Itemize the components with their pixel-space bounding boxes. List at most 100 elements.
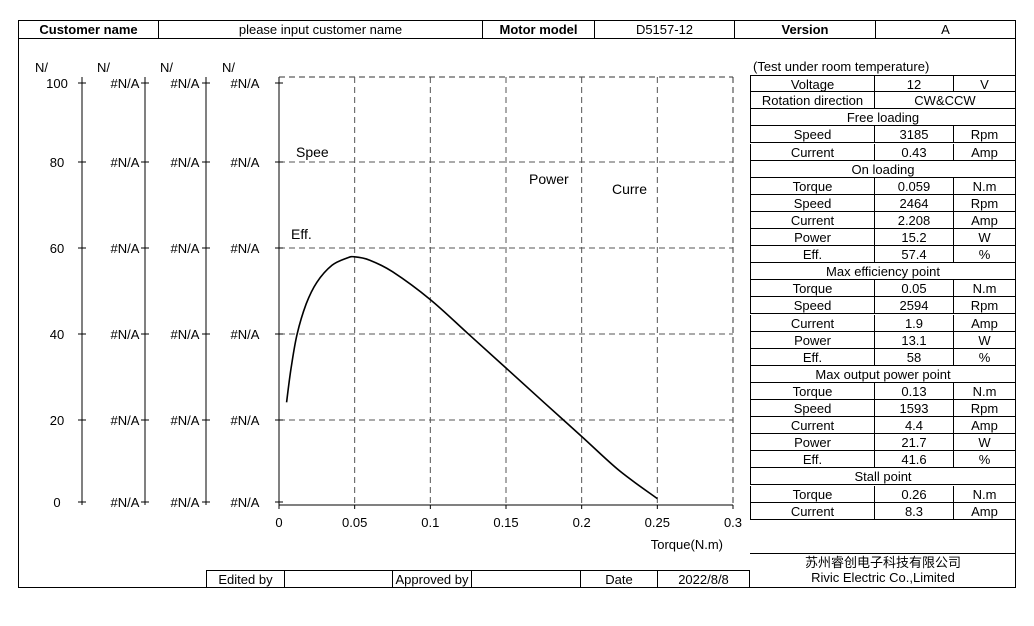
spec-cell-label: Power <box>750 331 874 349</box>
y-tick-label: #N/A <box>231 155 260 170</box>
y-tick-label: #N/A <box>231 241 260 256</box>
y-tick-label: #N/A <box>171 327 200 342</box>
spec-row: Current 2.208 Amp <box>750 211 1016 229</box>
spec-cell-value: 57.4 <box>874 246 953 264</box>
y-tick-label: #N/A <box>171 76 200 91</box>
spec-row: Current 0.43 Amp <box>750 143 1016 161</box>
spec-cell-label: Torque <box>750 280 874 298</box>
rotation-value: CW&CCW <box>874 92 1016 110</box>
spec-cell-label: Eff. <box>750 348 874 366</box>
y-tick-label: #N/A <box>111 155 140 170</box>
customer-name-field[interactable]: please input customer name <box>159 21 483 39</box>
spec-cell-unit: Rpm <box>953 194 1016 212</box>
y-tick-label: #N/A <box>111 241 140 256</box>
spec-section-title: Free loading <box>750 109 1016 127</box>
date-label: Date <box>580 570 657 587</box>
series-line-efficiency <box>285 255 658 500</box>
spec-row: Torque 0.05 N.m <box>750 280 1016 298</box>
spec-cell-label: Speed <box>750 126 874 144</box>
spec-row: Speed 2464 Rpm <box>750 194 1016 212</box>
spec-cell-label: Torque <box>750 177 874 195</box>
spec-cell-unit: Amp <box>953 502 1016 520</box>
spec-cell-label: Eff. <box>750 246 874 264</box>
spec-section-title: Max output power point <box>750 365 1016 383</box>
curve-label-speed: Spee <box>296 144 329 160</box>
spec-cell-value: 2.208 <box>874 211 953 229</box>
approved-by-field[interactable] <box>471 570 580 587</box>
spec-cell-unit: % <box>953 246 1016 264</box>
spec-cell-label: Speed <box>750 297 874 315</box>
spec-cell-value: 0.05 <box>874 280 953 298</box>
y-tick-label: 20 <box>50 413 64 428</box>
y-tick-label: 0 <box>53 495 60 510</box>
spec-cell-value: 0.43 <box>874 143 953 161</box>
spec-cell-label: Current <box>750 143 874 161</box>
y-tick-label: #N/A <box>111 327 140 342</box>
spec-row: Power 13.1 W <box>750 331 1016 349</box>
spec-cell-value: 0.059 <box>874 177 953 195</box>
spec-cell-unit: Amp <box>953 417 1016 435</box>
section-title: On loading <box>750 160 1016 178</box>
y-axis-header: N/ <box>35 60 48 75</box>
spec-row: Eff. 41.6% <box>750 451 1016 469</box>
spec-cell-value: 0.26 <box>874 485 953 503</box>
spec-row: Torque 0.13 N.m <box>750 382 1016 400</box>
section-title: Free loading <box>750 109 1016 127</box>
spec-cell-unit: Rpm <box>953 297 1016 315</box>
spec-cell-unit: Amp <box>953 314 1016 332</box>
spec-cell-value: 21.7 <box>874 434 953 452</box>
company-name-cn: 苏州睿创电子科技有限公司 <box>804 555 961 570</box>
spec-cell-label: Power <box>750 434 874 452</box>
spec-section-title: Max efficiency point <box>750 263 1016 281</box>
date-value: 2022/8/8 <box>657 570 750 587</box>
spec-section-title: On loading <box>750 160 1016 178</box>
y-tick-label: #N/A <box>231 413 260 428</box>
version-value: A <box>876 21 1016 39</box>
spec-row: Power 15.2 W <box>750 229 1016 246</box>
spec-cell-unit: Rpm <box>953 126 1016 144</box>
company-divider <box>750 553 1016 554</box>
motor-model-value: D5157-12 <box>595 21 735 39</box>
spec-row-voltage: Voltage 12 V <box>750 75 1016 93</box>
spec-note-text: (Test under room temperature) <box>753 59 930 74</box>
spec-cell-label: Speed <box>750 400 874 417</box>
spec-cell-unit: % <box>953 348 1016 366</box>
y-axis-header: N/ <box>222 60 235 75</box>
voltage-label: Voltage <box>750 75 874 93</box>
version-label: Version <box>735 21 876 39</box>
y-tick-label: #N/A <box>111 495 140 510</box>
spec-row: Power 21.7 W <box>750 434 1016 452</box>
curve-label-power: Power <box>529 171 569 187</box>
x-tick-label: 0.25 <box>645 515 670 530</box>
approved-by-label: Approved by <box>392 570 471 587</box>
spec-row: Eff. 58% <box>750 348 1016 366</box>
spec-row: Current 4.4 Amp <box>750 417 1016 435</box>
spec-cell-unit: Rpm <box>953 400 1016 417</box>
x-tick-label: 0.1 <box>421 515 439 530</box>
spec-row: Torque 0.26 N.m <box>750 485 1016 503</box>
performance-chart: N/100806040200N/#N/A#N/A#N/A#N/A#N/A#N/A… <box>35 60 742 552</box>
x-axis-label: Torque(N.m) <box>651 537 723 552</box>
x-tick-label: 0.2 <box>573 515 591 530</box>
y-tick-label: 40 <box>50 327 64 342</box>
customer-name-label: Customer name <box>18 21 159 39</box>
spec-cell-value: 2594 <box>874 297 953 315</box>
edited-by-field[interactable] <box>284 570 392 587</box>
spec-row: Speed 1593 Rpm <box>750 400 1016 417</box>
voltage-unit: V <box>953 75 1016 93</box>
x-tick-label: 0.05 <box>342 515 367 530</box>
spec-row: Current 8.3 Amp <box>750 502 1016 520</box>
spec-cell-value: 8.3 <box>874 502 953 520</box>
spec-row: Speed 2594 Rpm <box>750 297 1016 315</box>
y-tick-label: #N/A <box>171 495 200 510</box>
y-tick-label: 100 <box>46 76 68 91</box>
spec-cell-label: Current <box>750 502 874 520</box>
spec-cell-value: 3185 <box>874 126 953 144</box>
spec-cell-label: Current <box>750 417 874 435</box>
y-axis-header: N/ <box>97 60 110 75</box>
spec-cell-unit: Amp <box>953 143 1016 161</box>
spec-cell-unit: % <box>953 451 1016 469</box>
y-tick-label: #N/A <box>171 413 200 428</box>
spec-cell-unit: N.m <box>953 177 1016 195</box>
spec-cell-value: 13.1 <box>874 331 953 349</box>
